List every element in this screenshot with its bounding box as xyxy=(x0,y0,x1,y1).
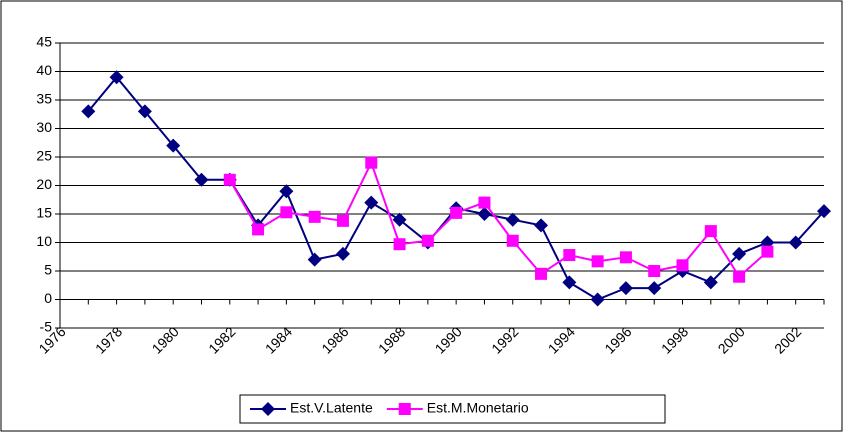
marker xyxy=(562,275,577,290)
marker xyxy=(788,235,803,250)
marker xyxy=(137,104,152,119)
y-tick-label: 20 xyxy=(36,176,52,192)
marker xyxy=(421,234,434,247)
y-tick-label: 35 xyxy=(36,91,52,107)
marker xyxy=(733,270,746,283)
marker xyxy=(477,207,492,221)
marker xyxy=(506,234,519,247)
marker xyxy=(392,212,407,227)
marker xyxy=(252,223,265,236)
marker xyxy=(732,246,747,261)
legend-marker xyxy=(261,402,275,416)
marker xyxy=(478,196,491,209)
legend-label: Est.M.Monetario xyxy=(427,400,529,416)
marker xyxy=(761,245,774,258)
marker xyxy=(307,252,322,267)
marker xyxy=(280,206,293,219)
marker xyxy=(590,292,605,307)
y-tick-label: 40 xyxy=(36,62,52,78)
marker xyxy=(109,70,124,85)
marker xyxy=(535,267,548,280)
marker xyxy=(308,210,321,223)
marker xyxy=(393,238,406,251)
y-tick-label: -5 xyxy=(40,319,53,335)
marker xyxy=(647,281,662,296)
marker xyxy=(591,255,604,268)
marker xyxy=(365,156,378,169)
marker xyxy=(704,225,717,238)
marker xyxy=(505,212,520,227)
legend-box xyxy=(239,394,666,424)
marker xyxy=(563,249,576,262)
marker xyxy=(223,173,236,186)
marker xyxy=(336,214,349,227)
marker xyxy=(703,275,718,290)
marker xyxy=(364,195,379,210)
marker xyxy=(81,104,96,119)
y-tick-label: 30 xyxy=(36,119,52,135)
marker xyxy=(450,206,463,219)
y-tick-label: 45 xyxy=(36,34,52,50)
marker xyxy=(194,172,209,187)
y-tick-label: 25 xyxy=(36,148,52,164)
marker xyxy=(279,184,294,199)
marker xyxy=(618,281,633,296)
y-tick-label: 5 xyxy=(44,262,52,278)
marker xyxy=(817,204,831,219)
y-tick-label: 15 xyxy=(36,205,52,221)
marker xyxy=(619,251,632,264)
y-tick-label: 10 xyxy=(36,233,52,249)
marker xyxy=(648,265,661,277)
marker xyxy=(676,259,689,272)
marker xyxy=(166,138,181,153)
legend-label: Est.V.Latente xyxy=(290,400,373,416)
y-tick-label: 0 xyxy=(44,290,52,306)
marker xyxy=(335,246,350,261)
marker xyxy=(534,218,549,233)
legend-marker xyxy=(398,403,411,415)
